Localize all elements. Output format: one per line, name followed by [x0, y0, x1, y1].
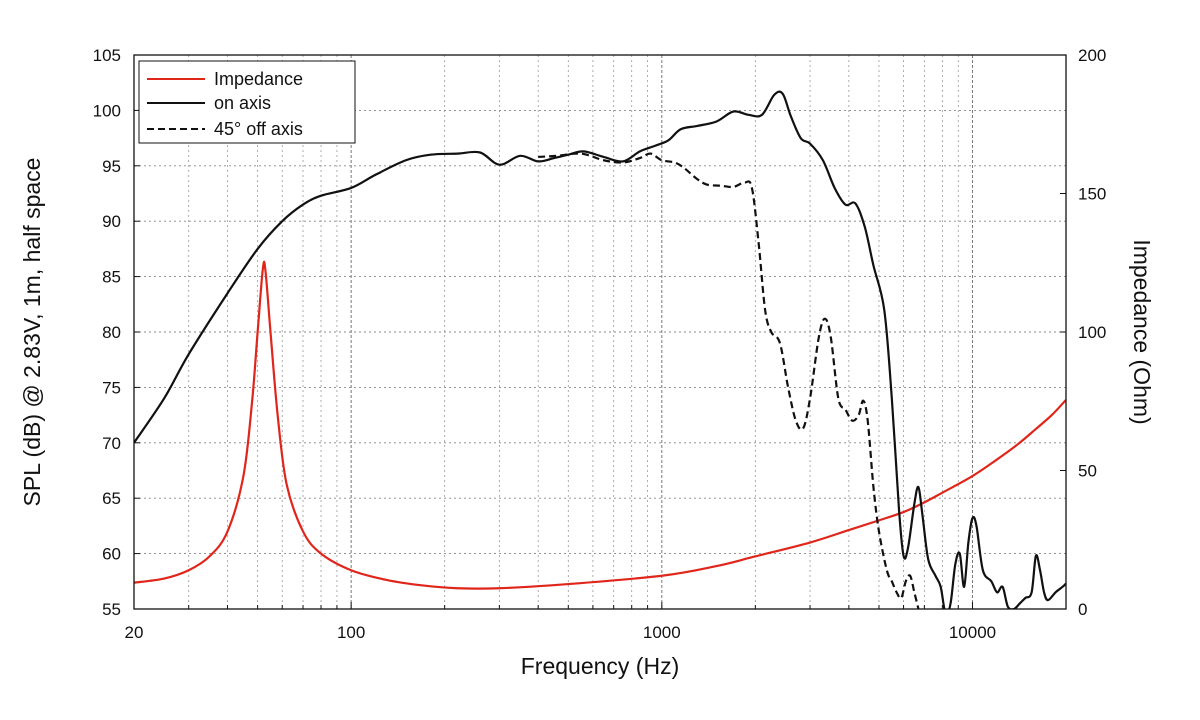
legend-label-off-axis: 45° off axis: [214, 119, 303, 139]
left-y-tick-label: 85: [102, 268, 121, 287]
x-tick-label: 1000: [643, 623, 681, 642]
left-y-tick-label: 105: [93, 46, 121, 65]
left-y-tick-label: 55: [102, 600, 121, 619]
right-y-axis-title: Impedance (Ohm): [1129, 239, 1155, 424]
x-tick-label: 100: [337, 623, 365, 642]
x-axis-title: Frequency (Hz): [521, 653, 679, 679]
left-y-tick-label: 80: [102, 323, 121, 342]
left-y-tick-label: 75: [102, 378, 121, 397]
right-y-tick-label: 100: [1078, 323, 1106, 342]
left-y-tick-label: 60: [102, 545, 121, 564]
left-y-tick-labels: 55 60 65 70 75 80 85 90 95 100 105: [93, 46, 121, 619]
legend-label-on-axis: on axis: [214, 93, 271, 113]
tick-marks: [134, 54, 1066, 610]
left-y-tick-label: 95: [102, 157, 121, 176]
series-layer: [134, 90, 1066, 609]
right-y-tick-labels: 0 50 100 150 200: [1078, 46, 1106, 619]
x-tick-labels: 20 100 1000 10000: [125, 623, 997, 642]
left-y-axis-title: SPL (dB) @ 2.83V, 1m, half space: [19, 158, 45, 507]
left-y-tick-label: 90: [102, 212, 121, 231]
x-tick-label: 20: [125, 623, 144, 642]
right-y-tick-label: 200: [1078, 46, 1106, 65]
legend: Impedance on axis 45° off axis: [138, 60, 356, 144]
left-y-tick-label: 100: [93, 101, 121, 120]
legend-label-impedance: Impedance: [214, 69, 303, 89]
series-on-axis-line: [134, 90, 1066, 609]
x-tick-label: 10000: [949, 623, 996, 642]
right-y-tick-label: 50: [1078, 462, 1097, 481]
series-off-axis-line: [538, 152, 920, 609]
series-impedance-line: [134, 260, 1066, 590]
right-y-tick-label: 0: [1078, 600, 1087, 619]
left-y-tick-label: 65: [102, 489, 121, 508]
left-y-tick-label: 70: [102, 434, 121, 453]
right-y-tick-label: 150: [1078, 185, 1106, 204]
major-gridlines: [134, 55, 1066, 609]
